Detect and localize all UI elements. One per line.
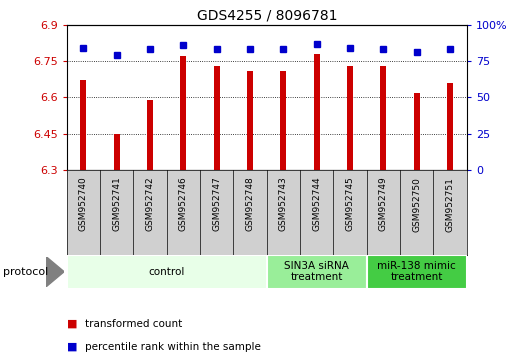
Bar: [247, 71, 253, 170]
Bar: [281, 71, 286, 170]
Text: GSM952749: GSM952749: [379, 177, 388, 232]
Bar: [114, 134, 120, 170]
Text: GSM952751: GSM952751: [446, 177, 455, 232]
Bar: [447, 83, 453, 170]
Bar: [181, 56, 186, 170]
Bar: [347, 66, 353, 170]
Text: ■: ■: [67, 319, 77, 329]
Text: GSM952742: GSM952742: [146, 177, 154, 232]
Text: GSM952750: GSM952750: [412, 177, 421, 232]
Text: protocol: protocol: [3, 267, 48, 277]
Bar: [147, 100, 153, 170]
Bar: [81, 80, 86, 170]
Text: GSM952746: GSM952746: [179, 177, 188, 232]
Bar: [414, 92, 420, 170]
Bar: [381, 66, 386, 170]
Polygon shape: [46, 257, 64, 287]
Bar: [214, 66, 220, 170]
Text: ■: ■: [67, 342, 77, 352]
Text: GSM952748: GSM952748: [246, 177, 254, 232]
Text: SIN3A siRNA
treatment: SIN3A siRNA treatment: [284, 261, 349, 282]
Bar: [267, 255, 367, 289]
Text: GSM952747: GSM952747: [212, 177, 221, 232]
Text: control: control: [149, 267, 185, 277]
Text: transformed count: transformed count: [85, 319, 182, 329]
Text: GSM952740: GSM952740: [79, 177, 88, 232]
Text: percentile rank within the sample: percentile rank within the sample: [85, 342, 261, 352]
Text: GSM952741: GSM952741: [112, 177, 121, 232]
Bar: [67, 255, 267, 289]
Text: GSM952745: GSM952745: [346, 177, 354, 232]
Bar: [314, 54, 320, 170]
Text: miR-138 mimic
treatment: miR-138 mimic treatment: [378, 261, 456, 282]
Title: GDS4255 / 8096781: GDS4255 / 8096781: [196, 8, 337, 22]
Text: GSM952744: GSM952744: [312, 177, 321, 232]
Text: GSM952743: GSM952743: [279, 177, 288, 232]
Bar: [367, 255, 467, 289]
